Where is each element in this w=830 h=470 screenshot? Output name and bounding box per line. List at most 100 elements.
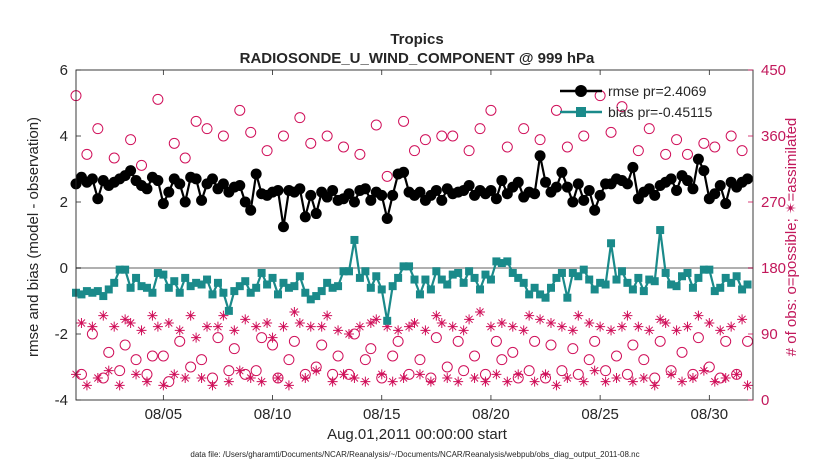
bias-point — [426, 285, 435, 294]
obs-assimilated-point — [638, 373, 649, 383]
obs-possible-point — [490, 335, 502, 347]
bias-point — [208, 290, 217, 299]
obs-assimilated-point — [212, 321, 223, 332]
bias-point — [93, 287, 102, 296]
obs-assimilated-point — [114, 380, 125, 391]
obs-assimilated-point — [464, 314, 475, 325]
y-right-tick-label: 180 — [761, 260, 786, 277]
obs-possible-point — [698, 137, 710, 149]
obs-possible-point — [392, 335, 404, 347]
obs-assimilated-point — [666, 369, 677, 380]
rmse-point — [381, 213, 393, 224]
bias-point — [82, 287, 91, 296]
rmse-point — [414, 186, 426, 198]
obs-assimilated-point — [141, 376, 152, 387]
bias-point — [399, 262, 408, 271]
y-tick-label: -4 — [55, 392, 68, 409]
obs-assimilated-point — [469, 373, 480, 383]
y-right-tick-label: 450 — [761, 62, 786, 79]
obs-assimilated-point — [573, 310, 584, 321]
obs-assimilated-point — [404, 321, 415, 332]
obs-assimilated-point — [649, 380, 660, 391]
obs-possible-point — [545, 339, 557, 351]
rmse-point — [190, 173, 202, 185]
obs-assimilated-point — [447, 321, 458, 332]
obs-possible-point — [365, 343, 377, 355]
obs-assimilated-point — [687, 373, 698, 383]
obs-assimilated-point — [545, 318, 556, 328]
bias-point — [405, 262, 414, 271]
obs-assimilated-point — [333, 325, 344, 336]
bias-point — [661, 268, 670, 277]
bias-point — [110, 278, 119, 287]
obs-possible-point — [103, 346, 115, 358]
legend-rmse-marker — [575, 85, 587, 97]
bias-point — [301, 288, 310, 297]
obs-possible-point — [742, 335, 754, 347]
bias-point — [639, 287, 648, 296]
rmse-point — [217, 178, 229, 190]
bias-point — [497, 259, 506, 268]
obs-assimilated-point — [540, 369, 551, 380]
bias-point — [334, 282, 343, 291]
obs-assimilated-point — [251, 321, 262, 332]
obs-assimilated-point — [409, 318, 420, 328]
obs-possible-point — [496, 354, 508, 366]
bias-point — [355, 273, 364, 282]
rmse-point — [310, 208, 322, 220]
obs-assimilated-point — [562, 373, 573, 383]
bias-point — [743, 280, 752, 289]
obs-assimilated-point — [371, 314, 382, 325]
obs-assimilated-point — [704, 318, 715, 328]
obs-assimilated-point — [431, 310, 442, 321]
chart-subtitle: RADIOSONDE_U_WIND_COMPONENT @ 999 hPa — [240, 50, 595, 67]
plot-frame — [75, 69, 754, 401]
bias-point — [77, 290, 86, 299]
rmse-point — [299, 211, 311, 223]
rmse-point — [561, 181, 573, 193]
bias-point — [557, 268, 566, 277]
bias-point — [525, 290, 534, 299]
obs-assimilated-point — [158, 380, 169, 391]
obs-assimilated-point — [338, 369, 349, 380]
obs-assimilated-point — [354, 321, 365, 332]
rmse-point — [250, 168, 262, 180]
obs-possible-point — [611, 350, 623, 362]
bias-point — [317, 287, 326, 296]
bias-point — [410, 275, 419, 284]
bias-series — [72, 226, 752, 325]
obs-possible-point — [501, 141, 513, 153]
obs-possible-point — [157, 350, 169, 362]
x-tick-label: 08/25 — [581, 406, 619, 423]
obs-assimilated-point — [174, 325, 185, 336]
obs-possible-point — [605, 126, 617, 138]
bias-point — [623, 278, 632, 287]
rmse-series — [70, 150, 754, 233]
obs-assimilated-point — [289, 307, 300, 317]
obs-assimilated-point — [671, 325, 682, 336]
obs-possible-point — [414, 354, 426, 366]
obs-assimilated-point — [262, 318, 273, 328]
obs-assimilated-point — [453, 376, 464, 387]
bias-point — [541, 293, 550, 302]
obs-possible-point — [338, 141, 350, 153]
rmse-point — [698, 165, 710, 177]
bias-point — [546, 283, 555, 292]
rmse-point — [157, 198, 169, 210]
obs-possible-point — [387, 350, 399, 362]
obs-assimilated-point — [185, 310, 196, 321]
obs-possible-point — [616, 101, 628, 113]
obs-assimilated-point — [589, 365, 600, 376]
obs-possible-point — [638, 354, 650, 366]
bias-point — [415, 290, 424, 299]
chart-title: Tropics — [390, 31, 443, 48]
obs-assimilated-point — [202, 321, 213, 332]
obs-assimilated-point — [283, 380, 294, 391]
bias-point — [274, 290, 283, 299]
obs-assimilated-point — [365, 318, 376, 328]
rmse-point — [305, 189, 317, 201]
bias-point — [503, 257, 512, 266]
obs-assimilated-point — [606, 325, 617, 336]
bias-point — [716, 283, 725, 292]
bias-point — [727, 278, 736, 287]
